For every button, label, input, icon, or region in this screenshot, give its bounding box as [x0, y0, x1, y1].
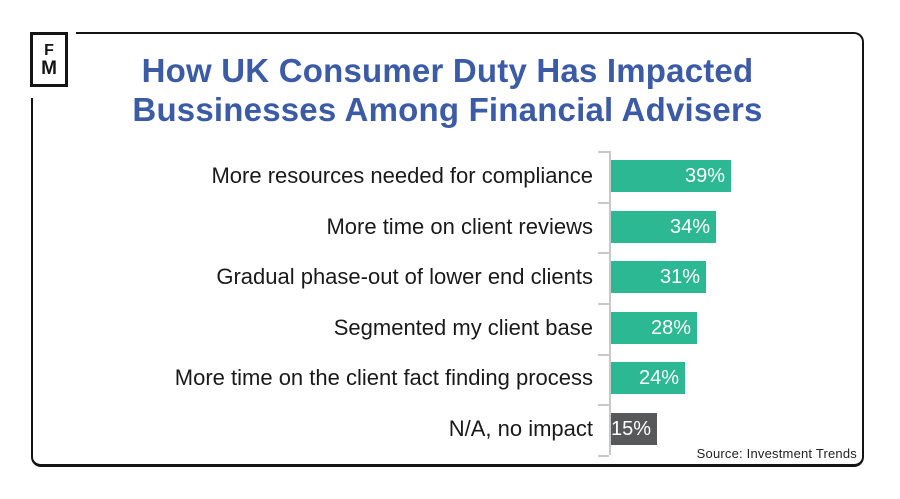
- axis-tick: [598, 202, 609, 204]
- chart-row: More resources needed for compliance 39%: [0, 160, 900, 192]
- bar-value-label: 34%: [669, 215, 710, 238]
- border-frame: [31, 32, 864, 467]
- axis-tick: [598, 151, 609, 153]
- category-label: More resources needed for compliance: [211, 163, 593, 188]
- chart-row: N/A, no impact 15%: [0, 413, 900, 445]
- bar: 31%: [611, 261, 706, 293]
- logo-letter-m: M: [41, 57, 57, 79]
- category-label: N/A, no impact: [448, 416, 593, 441]
- axis-tick: [598, 455, 609, 457]
- bar: 34%: [611, 211, 716, 243]
- chart-row: Gradual phase-out of lower end clients 3…: [0, 261, 900, 293]
- bar-value-label: 28%: [650, 316, 691, 339]
- bar: 28%: [611, 312, 697, 344]
- chart-title: How UK Consumer Duty Has Impacted Bussin…: [32, 51, 863, 129]
- bar: 39%: [611, 160, 731, 192]
- chart-title-line1: How UK Consumer Duty Has Impacted: [141, 52, 754, 89]
- category-label: Gradual phase-out of lower end clients: [216, 264, 593, 289]
- source-note: Source: Investment Trends: [696, 446, 857, 461]
- bar-value-label: 39%: [684, 164, 725, 187]
- chart-title-line2: Bussinesses Among Financial Advisers: [132, 91, 763, 128]
- bar-chart: More resources needed for compliance 39%…: [0, 151, 900, 457]
- category-label: More time on the client fact finding pro…: [174, 365, 593, 390]
- axis-tick: [598, 303, 609, 305]
- category-label: More time on client reviews: [326, 214, 593, 239]
- bar: 15%: [611, 413, 657, 445]
- bar-value-label: 31%: [659, 265, 700, 288]
- axis-tick: [598, 252, 609, 254]
- chart-row: More time on client reviews 34%: [0, 211, 900, 243]
- logo-letter-f: F: [44, 41, 54, 59]
- bar-value-label: 24%: [638, 366, 679, 389]
- chart-row: Segmented my client base 28%: [0, 312, 900, 344]
- axis-tick: [598, 354, 609, 356]
- axis-tick: [598, 404, 609, 406]
- chart-row: More time on the client fact finding pro…: [0, 362, 900, 394]
- brand-logo: F M: [30, 32, 68, 87]
- y-axis-line: [609, 151, 611, 455]
- bar-value-label: 15%: [610, 417, 651, 440]
- category-label: Segmented my client base: [333, 315, 593, 340]
- bar: 24%: [611, 362, 685, 394]
